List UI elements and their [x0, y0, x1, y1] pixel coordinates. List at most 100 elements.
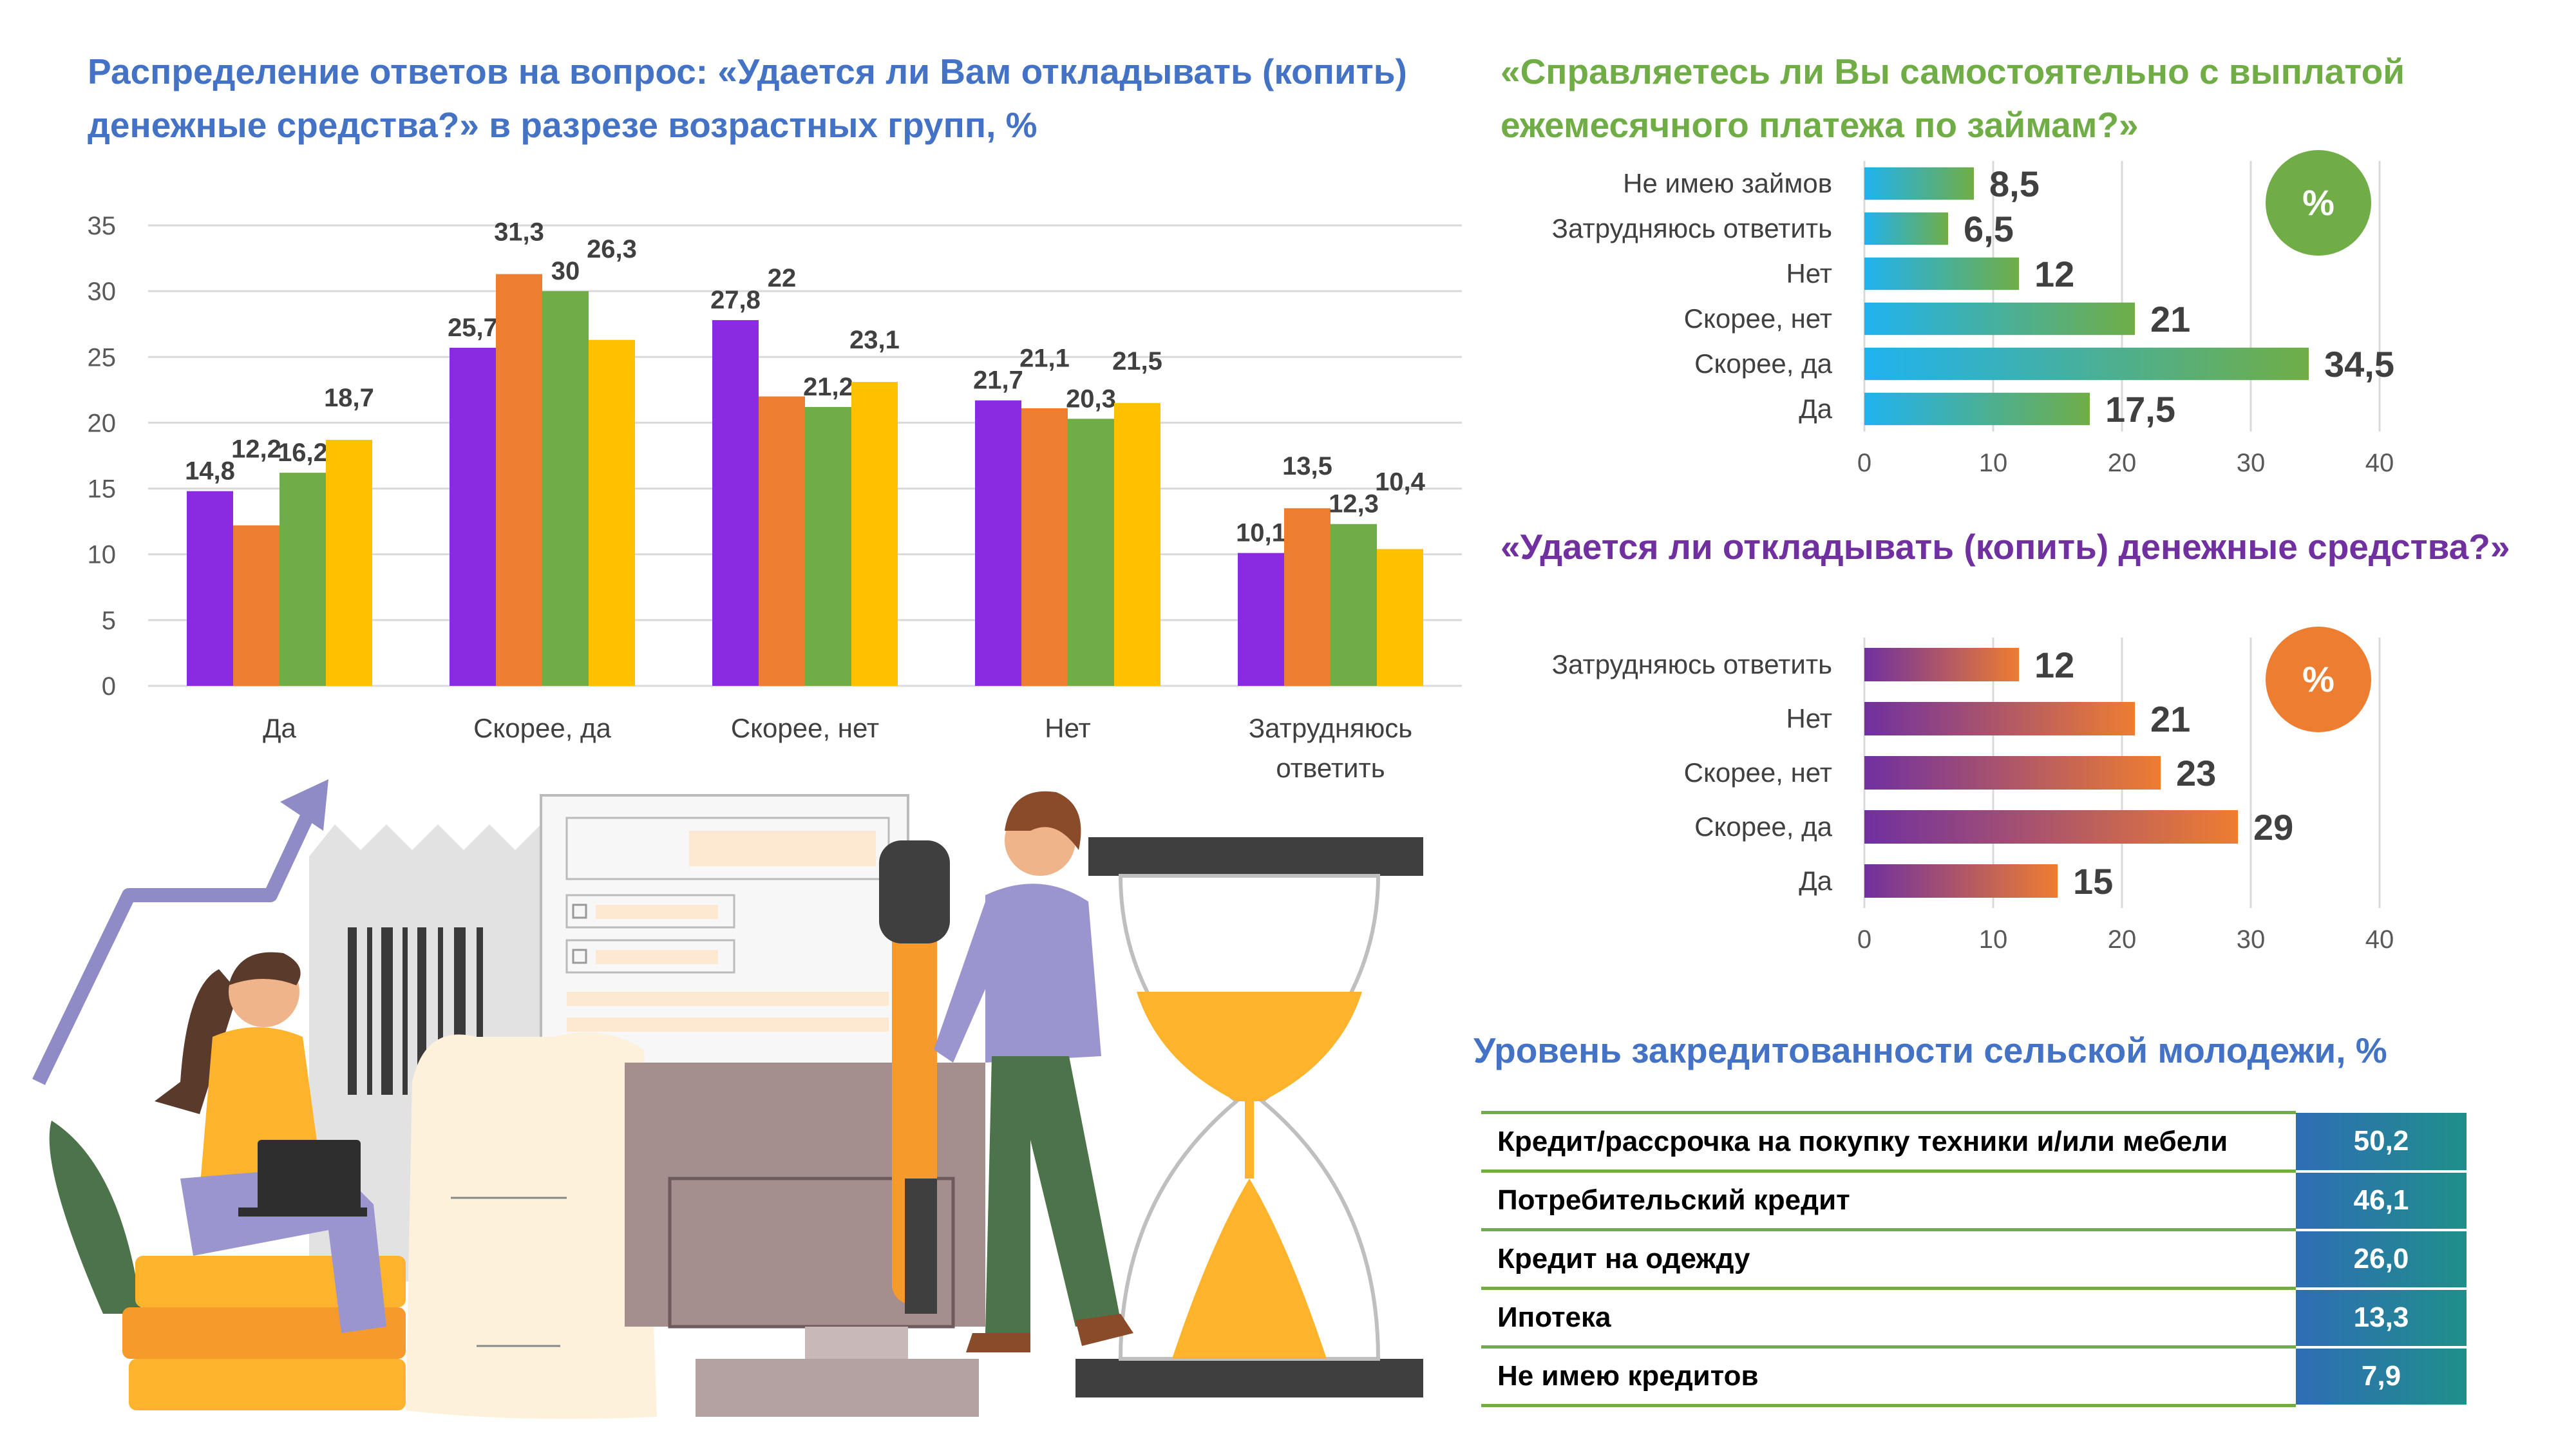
bar — [1864, 257, 2019, 290]
data-label: 13,5 — [1282, 452, 1332, 480]
loan-payment-bar-chart: 0 10 20 30 40 Не имею займов 8,5 Затрудняюсь от… — [1552, 150, 2394, 477]
y-tick-label: 15 — [88, 475, 117, 504]
data-label: 10,1 — [1236, 519, 1286, 547]
data-label: 14,8 — [185, 457, 235, 486]
bar — [1114, 402, 1160, 686]
data-label: 12,2 — [231, 435, 281, 464]
data-label: 15 — [2073, 861, 2113, 902]
y-tick-label: 20 — [88, 409, 117, 437]
data-label: 18,7 — [324, 384, 374, 412]
bar — [279, 473, 326, 686]
data-label: 12,3 — [1329, 490, 1379, 518]
data-label: 6,5 — [1964, 209, 2014, 249]
age-groups-bar-chart: 0 5 10 15 20 25 30 35 Да 14,812,216,2 18,7 Скорее, … — [88, 212, 1462, 783]
x-tick-label: 20 — [2108, 925, 2137, 954]
percent-badge — [2266, 627, 2371, 732]
row-value: 7,9 — [2296, 1347, 2467, 1407]
finance-illustration — [32, 779, 1423, 1419]
chart-2-title: «Справляетесь ли Вы самостоятельно с вып… — [1501, 52, 2405, 145]
x-category-label: Скорее, да — [473, 713, 611, 743]
pen-graphic — [879, 840, 950, 1314]
bar — [1864, 648, 2019, 681]
paper-scroll-graphic — [406, 1032, 657, 1419]
data-label: 21,2 — [803, 373, 853, 401]
bar — [712, 320, 759, 686]
x-tick-label: 0 — [1857, 925, 1871, 954]
credit-table-title: Уровень закредитованности сельской молод… — [1473, 1030, 2387, 1070]
y-category-label: Затрудняюсь ответить — [1552, 213, 1832, 243]
row-value: 13,3 — [2296, 1288, 2467, 1349]
bar — [1864, 302, 2135, 336]
bar — [1864, 756, 2161, 790]
y-category-label: Скорее, да — [1694, 348, 1832, 379]
bar — [1238, 553, 1284, 686]
percent-badge-label: % — [2302, 182, 2334, 223]
bar — [1864, 347, 2309, 381]
bar — [1864, 810, 2238, 844]
bar — [450, 347, 496, 686]
bar — [1331, 524, 1377, 686]
data-label: 25,7 — [448, 314, 498, 342]
x-category-label: Да — [263, 713, 296, 743]
bar — [589, 339, 635, 686]
y-category-label: Нет — [1786, 258, 1832, 289]
man-figure — [934, 791, 1133, 1352]
row-label: Ипотека — [1481, 1288, 2296, 1349]
y-category-label: Не имею займов — [1623, 168, 1832, 198]
bar — [187, 491, 233, 686]
row-value: 50,2 — [2296, 1112, 2467, 1173]
table-row: Кредит/рассрочка на покупку техники и/ил… — [1481, 1111, 2467, 1173]
bar — [1864, 864, 2058, 898]
table-row: Ипотека 13,3 — [1481, 1288, 2467, 1349]
bar — [1864, 702, 2135, 735]
bar — [1864, 167, 1974, 200]
bar — [759, 396, 805, 686]
data-label: 21,1 — [1019, 345, 1070, 373]
x-tick-label: 0 — [1857, 449, 1871, 477]
savings-bar-chart: 0 10 20 30 40 Затрудняюсь ответить 12 Нет 21 Скор… — [1552, 627, 2394, 954]
data-label: 20,3 — [1066, 384, 1116, 413]
bar — [326, 439, 372, 686]
y-tick-label: 35 — [88, 212, 117, 240]
x-tick-label: 40 — [2365, 925, 2394, 954]
bar — [233, 525, 279, 686]
y-category-label: Да — [1799, 866, 1832, 896]
data-label: 12 — [2034, 254, 2074, 294]
bar — [805, 406, 851, 686]
bar — [1864, 392, 2090, 426]
row-label: Кредит/рассрочка на покупку техники и/ил… — [1481, 1111, 2296, 1173]
percent-badge-label: % — [2302, 659, 2334, 699]
hourglass-graphic — [1075, 837, 1423, 1397]
bar — [542, 291, 589, 687]
data-label: 10,4 — [1375, 468, 1426, 497]
data-label: 23,1 — [849, 326, 900, 354]
data-label: 30 — [551, 257, 580, 285]
table-row: Кредит на одежду 26,0 — [1481, 1229, 2467, 1290]
row-value: 46,1 — [2296, 1171, 2467, 1231]
y-category-label: Скорее, да — [1694, 811, 1832, 842]
percent-badge — [2266, 150, 2371, 256]
data-label: 29 — [2253, 807, 2293, 848]
barcode-graphic — [348, 927, 483, 1095]
x-tick-label: 20 — [2108, 449, 2137, 477]
plant-graphic — [49, 1121, 142, 1314]
y-tick-label: 0 — [102, 672, 116, 701]
data-label: 21 — [2150, 699, 2190, 739]
bar — [1377, 549, 1423, 686]
y-category-label: Нет — [1786, 703, 1832, 734]
woman-figure — [155, 952, 386, 1333]
x-category-label: Нет — [1045, 713, 1091, 743]
y-category-label: Да — [1799, 393, 1832, 424]
data-label: 26,3 — [587, 235, 637, 263]
x-category-label: ответить — [1276, 753, 1385, 783]
bar — [1068, 419, 1114, 686]
data-label: 21,5 — [1112, 347, 1162, 375]
y-tick-label: 30 — [88, 278, 117, 306]
x-category-label: Затрудняюсь — [1249, 713, 1412, 743]
data-label: 16,2 — [278, 439, 328, 467]
data-label: 27,8 — [710, 286, 761, 314]
data-label: 12 — [2034, 645, 2074, 685]
bar — [851, 382, 898, 686]
bar — [1021, 408, 1068, 686]
y-tick-label: 5 — [102, 607, 116, 635]
